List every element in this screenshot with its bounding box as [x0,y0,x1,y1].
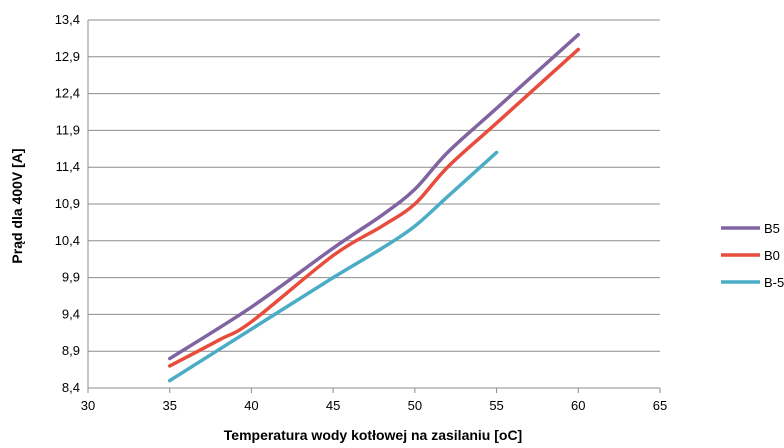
y-tick-label: 12,4 [55,86,80,101]
y-tick-label: 11,9 [56,122,80,137]
series-lines [167,32,581,383]
x-tick-label: 45 [326,398,340,413]
x-tick-label: 50 [408,398,422,413]
x-tick-label: 35 [162,398,176,413]
y-tick-label: 9,4 [62,306,80,321]
y-tick-label: 8,9 [62,343,80,358]
grid-lines [87,19,661,393]
y-tick-labels: 8,4 8,9 9,4 9,9 10,4 10,9 11,4 11,9 12,4 12,9 13,4 [55,12,80,395]
x-axis-title: Temperatura wody kotłowej na zasilaniu [… [224,427,522,443]
x-tick-label: 30 [81,398,95,413]
x-tick-label: 60 [571,398,585,413]
x-tick-label: 65 [653,398,667,413]
series-line-b5 [167,32,581,361]
x-tick-labels: 30 35 40 45 50 55 60 65 [81,398,667,413]
series-line-b0 [167,47,581,368]
legend-label: B-5 [764,275,784,290]
series-line-b-5 [167,150,499,383]
y-tick-label: 10,4 [55,233,80,248]
y-axis-title: Prąd dla 400V [A] [9,148,25,263]
legend-label: B5 [764,221,780,236]
y-tick-label: 9,9 [62,270,80,285]
y-tick-label: 13,4 [55,12,80,27]
y-tick-label: 11,4 [56,159,80,174]
legend-label: B0 [764,248,780,263]
x-tick-label: 55 [489,398,503,413]
y-tick-label: 10,9 [55,196,80,211]
legend: B5 B0 B-5 [721,221,784,290]
y-tick-label: 12,9 [55,49,80,64]
y-tick-label: 8,4 [62,380,80,395]
x-tick-label: 40 [244,398,258,413]
